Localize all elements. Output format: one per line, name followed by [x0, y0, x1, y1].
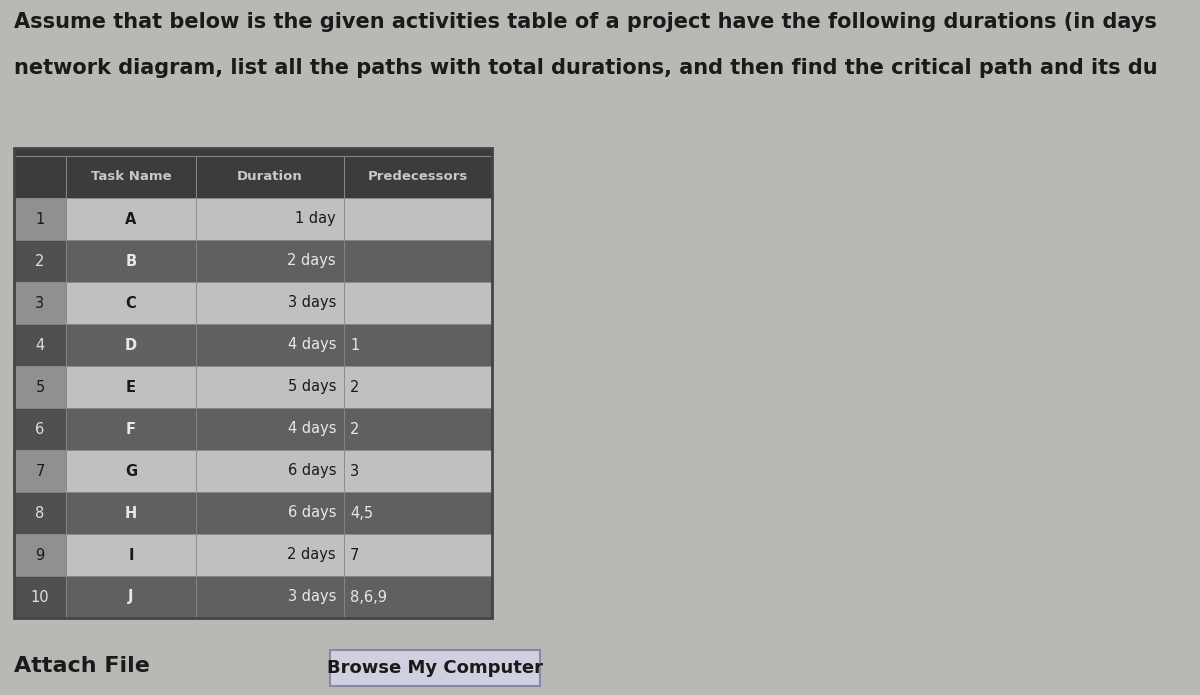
- Bar: [14, 450, 66, 492]
- Text: C: C: [126, 295, 137, 311]
- Text: Task Name: Task Name: [91, 170, 172, 183]
- Bar: [196, 492, 344, 534]
- Bar: [66, 156, 196, 198]
- Text: 6 days: 6 days: [288, 505, 336, 521]
- Text: D: D: [125, 338, 137, 352]
- Text: 9: 9: [35, 548, 44, 562]
- Text: A: A: [125, 211, 137, 227]
- Bar: [14, 198, 66, 240]
- Bar: [344, 324, 492, 366]
- Bar: [196, 450, 344, 492]
- Text: 2 days: 2 days: [287, 254, 336, 268]
- Text: 2: 2: [350, 379, 359, 395]
- Text: network diagram, list all the paths with total durations, and then find the crit: network diagram, list all the paths with…: [14, 58, 1158, 78]
- Text: 3 days: 3 days: [288, 295, 336, 311]
- Text: 4,5: 4,5: [350, 505, 373, 521]
- Text: 1: 1: [350, 338, 359, 352]
- Bar: [14, 408, 66, 450]
- Bar: [66, 324, 196, 366]
- Bar: [66, 240, 196, 282]
- Text: 3: 3: [36, 295, 44, 311]
- Bar: [14, 324, 66, 366]
- Bar: [196, 324, 344, 366]
- Bar: [344, 534, 492, 576]
- Bar: [66, 534, 196, 576]
- Text: 1: 1: [35, 211, 44, 227]
- Text: I: I: [128, 548, 133, 562]
- Text: 3 days: 3 days: [288, 589, 336, 605]
- Bar: [14, 366, 66, 408]
- Bar: [344, 492, 492, 534]
- Text: 6: 6: [35, 421, 44, 436]
- Text: 1 day: 1 day: [295, 211, 336, 227]
- Text: E: E: [126, 379, 136, 395]
- Bar: [14, 148, 492, 156]
- Bar: [14, 534, 66, 576]
- Text: 6 days: 6 days: [288, 464, 336, 478]
- Text: J: J: [128, 589, 133, 605]
- Bar: [66, 450, 196, 492]
- Bar: [344, 156, 492, 198]
- Text: 2: 2: [35, 254, 44, 268]
- Bar: [344, 408, 492, 450]
- Bar: [66, 408, 196, 450]
- Text: F: F: [126, 421, 136, 436]
- Text: B: B: [126, 254, 137, 268]
- Text: 3: 3: [350, 464, 359, 478]
- Bar: [196, 240, 344, 282]
- Bar: [196, 156, 344, 198]
- Bar: [344, 240, 492, 282]
- Bar: [196, 408, 344, 450]
- Text: 8: 8: [35, 505, 44, 521]
- Text: 2: 2: [350, 421, 359, 436]
- Text: 10: 10: [31, 589, 49, 605]
- Bar: [66, 198, 196, 240]
- Text: H: H: [125, 505, 137, 521]
- Bar: [66, 492, 196, 534]
- Bar: [344, 450, 492, 492]
- Bar: [196, 534, 344, 576]
- Text: Duration: Duration: [238, 170, 302, 183]
- Text: Attach File: Attach File: [14, 656, 150, 676]
- Text: Predecessors: Predecessors: [368, 170, 468, 183]
- Bar: [196, 576, 344, 618]
- Bar: [196, 282, 344, 324]
- Bar: [14, 240, 66, 282]
- Bar: [344, 198, 492, 240]
- Text: G: G: [125, 464, 137, 478]
- Bar: [330, 650, 540, 686]
- Bar: [14, 492, 66, 534]
- Text: 4: 4: [35, 338, 44, 352]
- Bar: [14, 576, 66, 618]
- Text: 8,6,9: 8,6,9: [350, 589, 386, 605]
- Text: 7: 7: [35, 464, 44, 478]
- Bar: [344, 576, 492, 618]
- Text: 5: 5: [35, 379, 44, 395]
- Bar: [344, 366, 492, 408]
- Bar: [66, 282, 196, 324]
- Text: 7: 7: [350, 548, 359, 562]
- Text: Assume that below is the given activities table of a project have the following : Assume that below is the given activitie…: [14, 12, 1157, 32]
- Bar: [14, 156, 66, 198]
- Text: 5 days: 5 days: [288, 379, 336, 395]
- Bar: [14, 282, 66, 324]
- Bar: [66, 366, 196, 408]
- Bar: [196, 366, 344, 408]
- Bar: [344, 282, 492, 324]
- Bar: [196, 198, 344, 240]
- Bar: [66, 576, 196, 618]
- Text: 4 days: 4 days: [288, 338, 336, 352]
- Text: Browse My Computer: Browse My Computer: [326, 659, 542, 677]
- Text: 2 days: 2 days: [287, 548, 336, 562]
- Bar: [14, 148, 492, 618]
- Text: 4 days: 4 days: [288, 421, 336, 436]
